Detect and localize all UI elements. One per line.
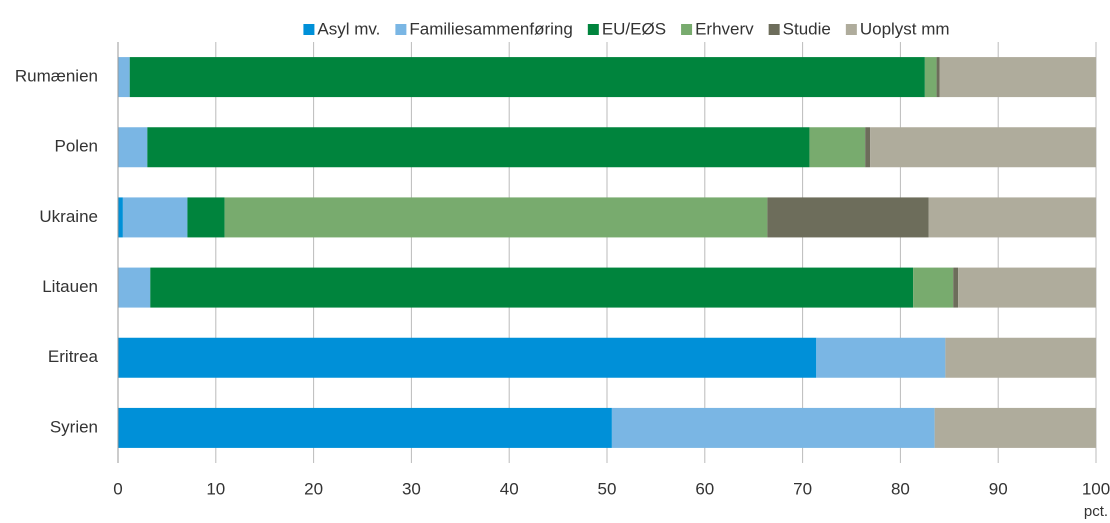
bar-segment (934, 407, 1096, 448)
legend-label: Asyl mv. (317, 19, 380, 38)
bar-segment (118, 57, 130, 98)
bar-segment (147, 127, 810, 168)
x-tick-label: 100 (1082, 479, 1110, 498)
bar-segment (953, 267, 959, 308)
x-tick-label: 40 (500, 479, 519, 498)
bar-segment (129, 57, 925, 98)
bar-segment (118, 407, 612, 448)
x-tick-label: 60 (695, 479, 714, 498)
x-tick-label: 70 (793, 479, 812, 498)
bar-segment (928, 197, 1096, 238)
legend-label: EU/EØS (602, 19, 666, 38)
legend-label: Uoplyst mm (860, 19, 950, 38)
legend-swatch (768, 24, 780, 35)
bar-segment (936, 57, 940, 98)
x-tick-label: 0 (113, 479, 122, 498)
y-tick-label: Eritrea (48, 347, 99, 366)
x-tick-label: 80 (891, 479, 910, 498)
bar-segment (924, 57, 937, 98)
x-tick-label: 20 (304, 479, 323, 498)
y-tick-label: Litauen (42, 277, 98, 296)
legend-swatch (395, 24, 407, 35)
bar-segment (118, 337, 817, 378)
bar-segment (816, 337, 946, 378)
y-tick-label: Ukraine (39, 207, 98, 226)
bar-segment (611, 407, 935, 448)
bar-segment (767, 197, 929, 238)
bar-segment (118, 127, 148, 168)
y-tick-label: Rumænien (15, 67, 98, 86)
bar-segment (122, 197, 188, 238)
x-tick-label: 50 (598, 479, 617, 498)
bar-segment (118, 197, 123, 238)
bar-segment (913, 267, 954, 308)
bar-segment (945, 337, 1096, 378)
x-tick-label: 10 (206, 479, 225, 498)
bar-segment (958, 267, 1096, 308)
x-axis-label: pct. (1084, 503, 1108, 520)
x-tick-label: 30 (402, 479, 421, 498)
x-tick-label: 90 (989, 479, 1008, 498)
legend-label: Studie (783, 19, 831, 38)
y-tick-label: Syrien (50, 417, 98, 436)
y-tick-label: Polen (55, 137, 98, 156)
bar-segment (224, 197, 768, 238)
bar-segment (187, 197, 225, 238)
legend-swatch (845, 24, 857, 35)
bar-segment (870, 127, 1096, 168)
bar-segment (865, 127, 871, 168)
bar-segment (118, 267, 151, 308)
bar-segment (150, 267, 914, 308)
bar-segment (809, 127, 866, 168)
bar-segment (939, 57, 1096, 98)
legend-swatch (681, 24, 693, 35)
legend-swatch (303, 24, 315, 35)
legend-label: Familiesammenføring (409, 19, 572, 38)
legend-label: Erhverv (695, 19, 754, 38)
legend-swatch (587, 24, 599, 35)
